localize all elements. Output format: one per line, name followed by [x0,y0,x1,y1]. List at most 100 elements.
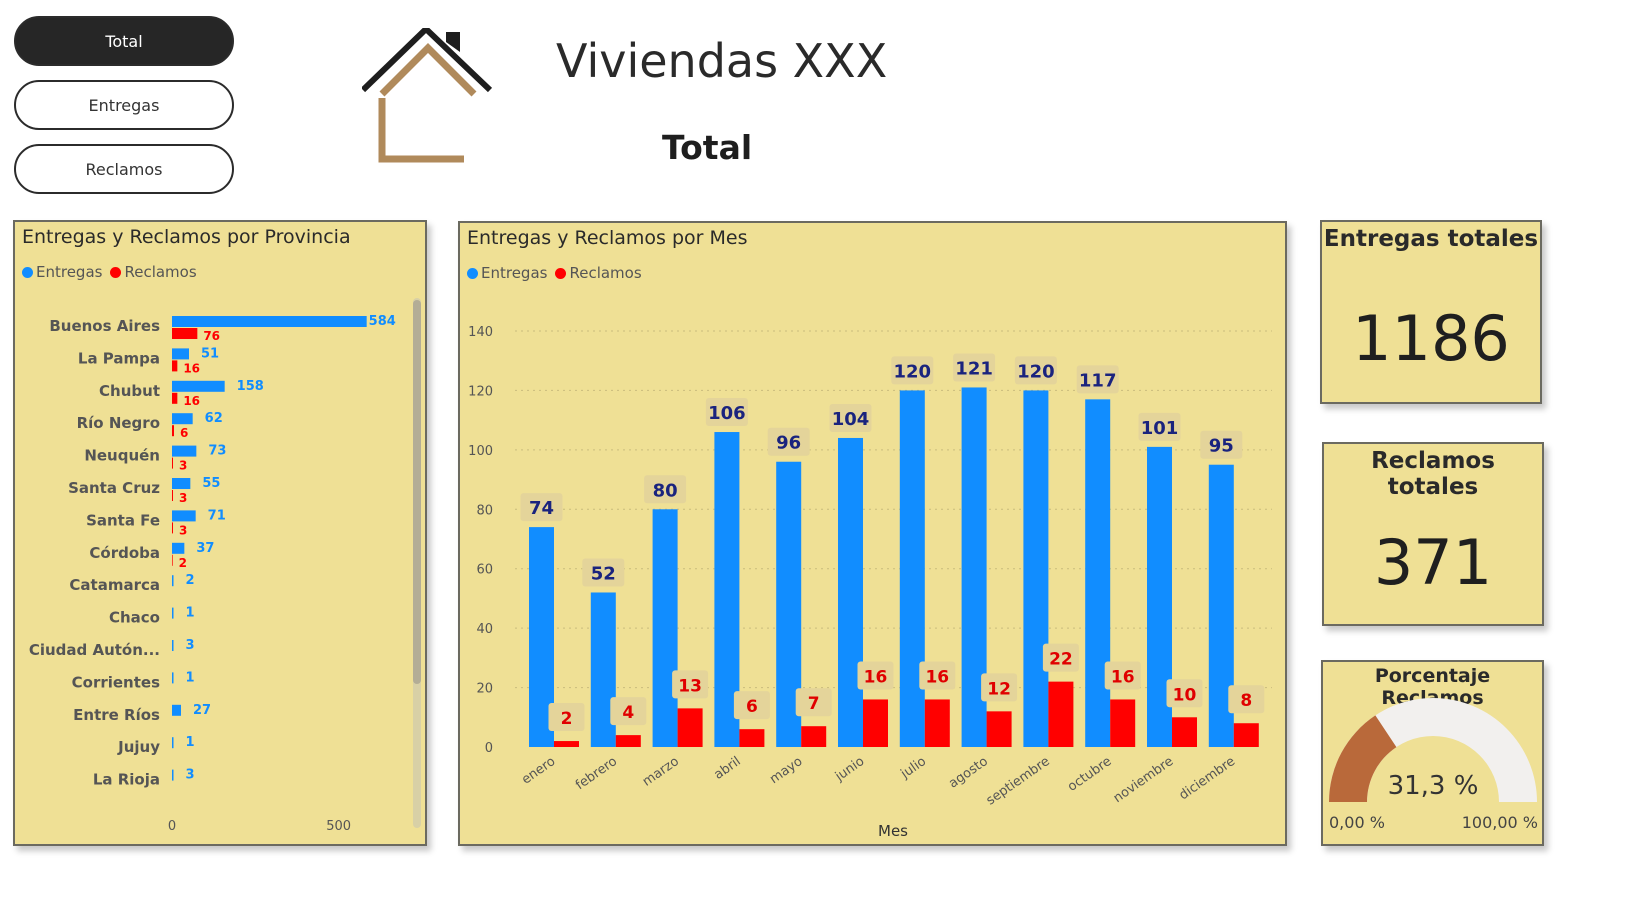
reclamos-label-bg [857,661,894,690]
province-label: Córdoba [89,544,160,562]
x-axis-tick: 0 [168,819,176,834]
view-title: Total [662,128,753,167]
reclamos-bar[interactable] [172,490,173,501]
month-label: febrero [573,754,620,793]
entregas-label-bg [520,493,563,522]
reclamos-bar[interactable] [986,711,1012,747]
reclamos-bar[interactable] [1110,699,1136,747]
reclamos-data-label: 3 [179,459,187,473]
month-label: enero [519,754,558,788]
reclamos-label-bg [981,673,1018,702]
province-label: La Pampa [78,349,160,367]
entregas-button[interactable]: Entregas [14,80,234,130]
entregas-data-label: 27 [193,703,211,718]
entregas-data-label: 1 [186,735,195,750]
entregas-data-label: 120 [894,361,932,382]
reclamos-data-label: 10 [1173,685,1197,705]
legend-entregas: Entregas [481,264,548,282]
reclamos-bar[interactable] [1172,717,1197,747]
entregas-data-label: 37 [196,541,214,556]
reclamos-bar[interactable] [615,735,641,747]
entregas-data-label: 106 [708,403,746,424]
entregas-bar[interactable] [1085,399,1111,747]
reclamos-label-bg [1166,679,1203,708]
x-axis-tick: 500 [326,819,351,834]
entregas-legend-marker [22,266,33,278]
gauge-card: Porcentaje Reclamos 31,3 % 0,00 % 100,00… [1321,660,1544,846]
reclamos-bar[interactable] [172,360,178,372]
reclamos-bar[interactable] [801,726,827,747]
province-label: Catamarca [69,576,160,594]
reclamos-label-bg [919,661,956,690]
reclamos-bar[interactable] [172,425,174,437]
y-axis-tick: 60 [476,563,493,578]
reclamos-bar[interactable] [172,392,178,404]
entregas-label-bg [829,403,872,432]
reclamos-bar[interactable] [863,699,888,747]
entregas-label-bg [1014,356,1057,385]
month-chart-title: Entregas y Reclamos por Mes [467,227,748,249]
reclamos-data-label: 16 [864,667,888,687]
entregas-bar[interactable] [172,445,197,457]
reclamos-bar[interactable] [924,699,950,747]
gauge-value-label: 31,3 % [1388,771,1479,801]
entregas-data-label: 101 [1141,418,1179,439]
reclamos-data-label: 22 [1049,650,1073,670]
reclamos-bar[interactable] [739,729,765,747]
province-scrollbar-thumb[interactable] [413,300,421,684]
month-label: mayo [767,754,805,787]
total-button[interactable]: Total [14,16,234,66]
reclamos-data-label: 3 [179,491,187,505]
reclamos-bar[interactable] [172,328,198,339]
entregas-bar[interactable] [652,509,678,747]
reclamos-bar[interactable] [677,708,703,747]
reclamos-label-bg [610,697,647,726]
reclamos-data-label: 4 [622,703,634,723]
entregas-bar[interactable] [172,510,196,522]
province-scrollbar-track[interactable] [413,298,421,828]
province-label: Ciudad Autón... [29,641,160,659]
entregas-bar[interactable] [172,478,191,489]
entregas-bar[interactable] [172,316,367,327]
province-chart-title: Entregas y Reclamos por Provincia [22,226,351,248]
app-title: Viviendas XXX [556,34,888,88]
y-axis-tick: 140 [468,325,493,340]
reclamos-bar[interactable] [1233,723,1259,747]
y-axis-tick: 0 [485,741,493,756]
reclamos-bar[interactable] [172,457,173,469]
entregas-bar[interactable] [172,737,174,749]
entregas-bar[interactable] [172,704,181,716]
entregas-bar[interactable] [172,348,189,360]
entregas-bar[interactable] [172,672,174,684]
reclamos-label-bg [795,688,832,717]
province-label: Santa Cruz [68,479,160,497]
entregas-label-bg [1076,365,1119,394]
entregas-bar[interactable] [172,413,193,425]
reclamos-button[interactable]: Reclamos [14,144,234,194]
gauge-max-label: 100,00 % [1462,813,1538,832]
reclamos-bar[interactable] [554,741,579,747]
y-axis-tick: 120 [468,384,493,399]
month-label: noviembre [1111,754,1177,806]
reclamos-bar[interactable] [172,522,173,534]
entregas-bar[interactable] [172,640,174,651]
reclamos-bar[interactable] [1048,681,1074,747]
entregas-bar[interactable] [172,575,174,587]
month-label: junio [832,754,867,785]
entregas-bar[interactable] [172,607,174,619]
entregas-data-label: 95 [1209,436,1234,457]
entregas-bar[interactable] [172,769,174,781]
entregas-bar[interactable] [1023,390,1049,747]
legend-reclamos: Reclamos [569,264,642,282]
province-label: Río Negro [77,414,160,432]
entregas-bar[interactable] [172,380,225,392]
entregas-data-label: 120 [1017,361,1055,382]
reclamos-kpi-title: Reclamos totales [1371,448,1495,500]
entregas-bar[interactable] [838,437,863,747]
reclamos-bar[interactable] [172,554,173,566]
entregas-bar[interactable] [899,390,925,747]
entregas-bar[interactable] [172,542,185,554]
reclamos-legend-marker [555,267,567,279]
entregas-kpi-value: 1186 [1352,302,1510,375]
reclamos-data-label: 13 [678,676,702,696]
